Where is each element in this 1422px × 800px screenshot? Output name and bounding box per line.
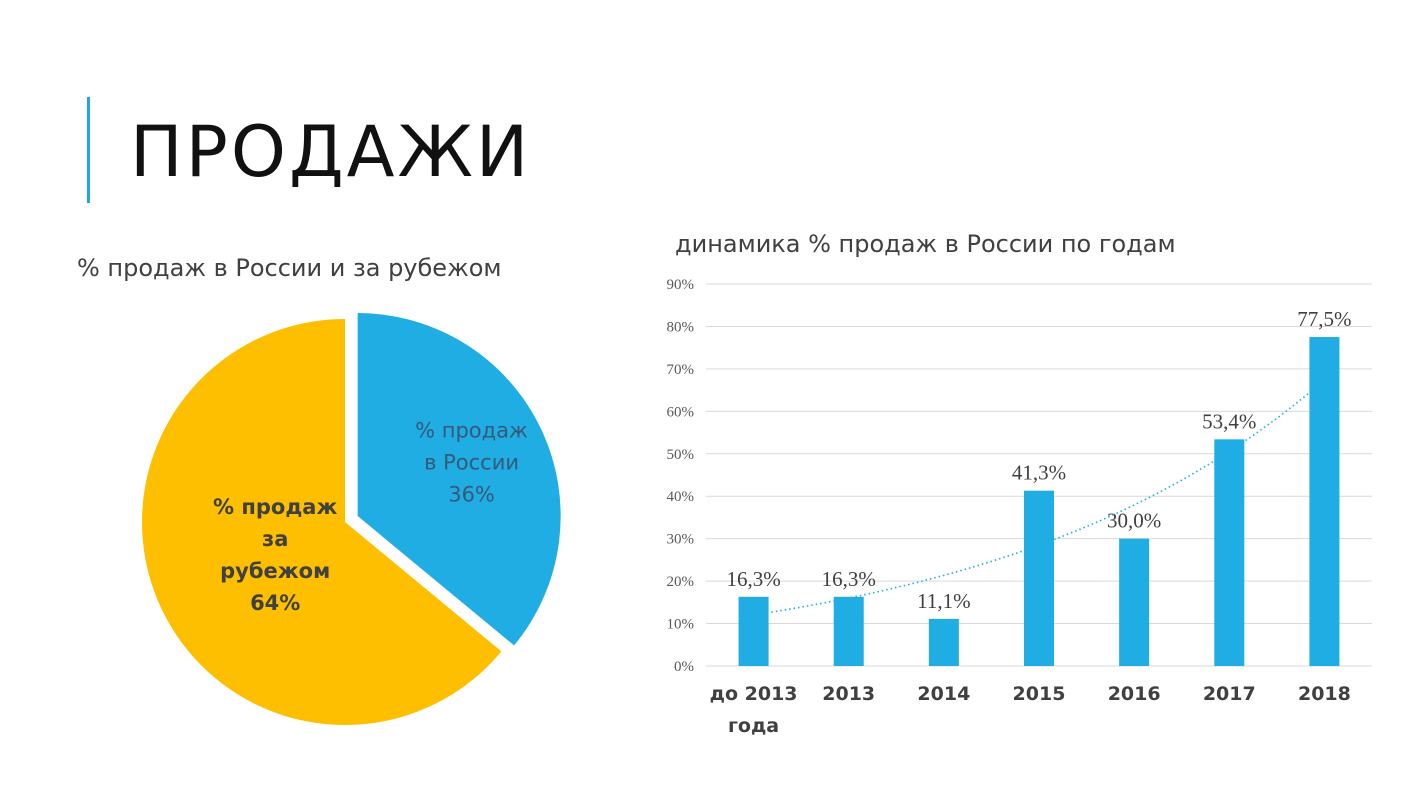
pie-slice	[357, 313, 561, 646]
pie-slice	[141, 319, 502, 725]
y-tick-label: 30%	[667, 532, 695, 548]
bar-data-label: 11,1%	[917, 589, 970, 613]
bar	[928, 618, 959, 666]
bar	[833, 596, 864, 666]
y-tick-label: 80%	[667, 319, 695, 335]
bar-data-label: 16,3%	[822, 567, 876, 591]
y-tick-label: 20%	[667, 574, 695, 590]
pie-slice-label: % продаж за рубежом 64%	[213, 495, 337, 615]
bar	[1309, 337, 1340, 666]
title-accent-bar	[87, 97, 90, 203]
x-tick-label: 2013	[822, 683, 875, 705]
bar	[1119, 538, 1150, 666]
y-tick-label: 60%	[667, 404, 695, 420]
x-tick-label: 2014	[917, 683, 970, 705]
x-tick-label: 2018	[1298, 683, 1351, 705]
page-title: ПРОДАЖИ	[130, 111, 532, 193]
y-tick-label: 40%	[667, 489, 695, 505]
bar-chart-title: динамика % продаж в России по годам	[675, 230, 1176, 258]
x-tick-label: 2015	[1013, 683, 1066, 705]
y-tick-label: 10%	[667, 617, 695, 633]
bar	[1214, 439, 1245, 666]
bar-data-label: 77,5%	[1297, 307, 1351, 331]
bar-data-label: 16,3%	[726, 567, 780, 591]
x-tick-label: 2017	[1203, 683, 1256, 705]
x-tick-label: до 2013 года	[710, 683, 798, 737]
bar-data-label: 41,3%	[1012, 461, 1066, 485]
pie-chart-title: % продаж в России и за рубежом	[77, 254, 502, 282]
y-tick-label: 90%	[667, 277, 695, 293]
bar-data-label: 53,4%	[1202, 409, 1256, 433]
y-tick-label: 70%	[667, 362, 695, 378]
x-tick-label: 2016	[1108, 683, 1161, 705]
y-tick-label: 50%	[667, 447, 695, 463]
y-tick-label: 0%	[674, 659, 694, 675]
bar	[738, 596, 769, 666]
pie-slice-label: % продаж в России 36%	[415, 418, 528, 506]
bar-data-label: 30,0%	[1107, 509, 1161, 533]
bar	[1024, 490, 1054, 666]
